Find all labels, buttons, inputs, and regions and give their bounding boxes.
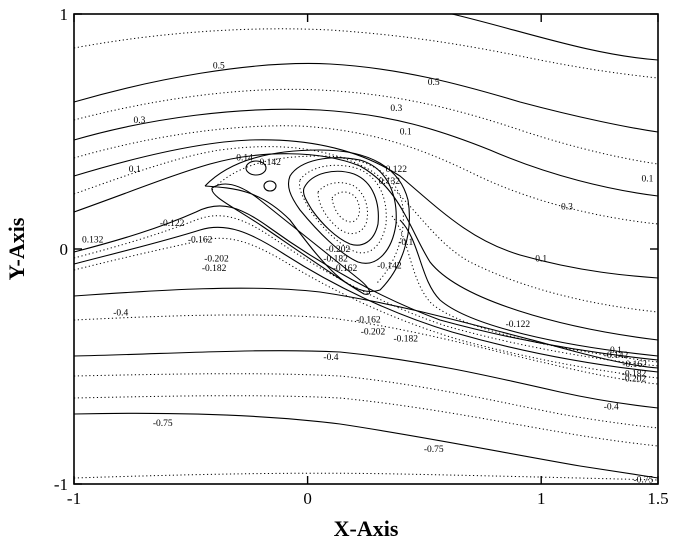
x-axis-ticks: -1 0 1 1.5 [67,14,669,508]
contour-value-label: -0.182 [622,370,647,380]
contour-value-label: -0.142 [604,351,629,361]
contour-value-label: -0.75 [634,475,654,485]
contour-line [391,215,659,363]
contour-line [73,373,659,429]
contour-value-label: 0.14 [236,153,253,163]
contour-line [204,149,410,293]
contour-line [73,108,659,197]
contour-value-label: 0.3 [561,203,573,213]
contour-value-label: 0.142 [260,158,282,168]
contour-line [317,182,368,234]
contour-value-label: 0.3 [390,104,402,114]
contour-value-label: -0.4 [113,308,128,318]
contour-value-label: -0.142 [377,261,402,271]
contour-value-label: 0.132 [379,177,401,187]
contour-value-label: -0.162 [333,264,358,274]
contour-value-label: -0.4 [323,353,338,363]
contour-value-label: -0.182 [393,334,418,344]
x-tick-label: 1.5 [647,489,668,508]
y-tick-label: 1 [60,5,69,24]
x-tick-label: 1 [537,489,546,508]
plot-area: 0.5 0.5 0.3 0.3 0.3 0.1 0.1 0.1 0.1 0.1 0.14 0.142 0… [4,5,669,541]
contour-line [73,125,659,225]
contour-line [73,62,659,133]
contour-value-label: 0.5 [213,62,225,72]
contour-value-label: -0.75 [153,419,173,429]
contour-line [73,146,659,313]
contour-lines [73,13,659,481]
contour-value-label: 0.1 [641,175,653,185]
contour-line [73,412,659,479]
contour-line [331,191,360,223]
contour-line [73,88,659,165]
contour-line [73,226,659,373]
contour-value-label: 0.3 [133,116,145,126]
contour-value-label: -0.75 [424,445,444,455]
contour-line [299,164,387,254]
contour-line [73,472,659,481]
contour-line [245,160,267,176]
contour-value-label: 0.5 [428,78,440,88]
contour-line [73,287,659,369]
contour-line [73,139,659,279]
contour-line [73,237,659,379]
contour-value-label: 0.1 [129,165,141,175]
contour-line [287,157,397,264]
contour-value-label: 0.1 [610,346,622,356]
contour-value-label: -0.202 [361,327,386,337]
contour-line [399,219,659,357]
contour-line [302,170,379,246]
contour-line [73,153,659,341]
contour-value-label: -0.4 [604,402,619,412]
y-tick-label: 0 [60,240,69,259]
contour-value-label: -0.162 [356,316,381,326]
x-tick-label: -1 [67,489,81,508]
contour-value-label: 0.122 [386,165,408,175]
y-axis-title: Y-Axis [4,217,29,280]
contour-value-label: -0.122 [160,219,185,229]
x-tick-label: 0 [303,489,312,508]
contour-value-label: -0.202 [204,254,229,264]
contour-value-label: 0.1 [535,254,547,264]
contour-value-label: -0.182 [202,264,227,274]
contour-value-label: 0.1 [400,128,412,138]
contour-line [263,180,277,192]
contour-value-label: -0.162 [188,236,213,246]
contour-value-label: -0.182 [323,254,348,264]
y-axis-ticks: -1 0 1 [54,5,658,494]
y-tick-label: -1 [54,475,68,494]
contour-value-label: 0.132 [82,236,104,246]
contour-line [451,13,659,61]
contour-line [73,215,659,367]
contour-line [73,28,659,79]
contour-line [73,350,659,409]
contour-line [73,395,659,447]
airfoil-outline [211,183,371,295]
contour-value-label: -0.162 [622,360,647,370]
contour-labels: 0.5 0.5 0.3 0.3 0.3 0.1 0.1 0.1 0.1 0.1 0.14 0.142 0… [82,62,654,486]
x-axis-title: X-Axis [334,516,399,541]
contour-value-label: -0.1 [398,238,413,248]
contour-value-label: -0.202 [326,245,351,255]
contour-value-label: -0.122 [506,320,531,330]
contour-value-label: -0.202 [622,374,647,384]
